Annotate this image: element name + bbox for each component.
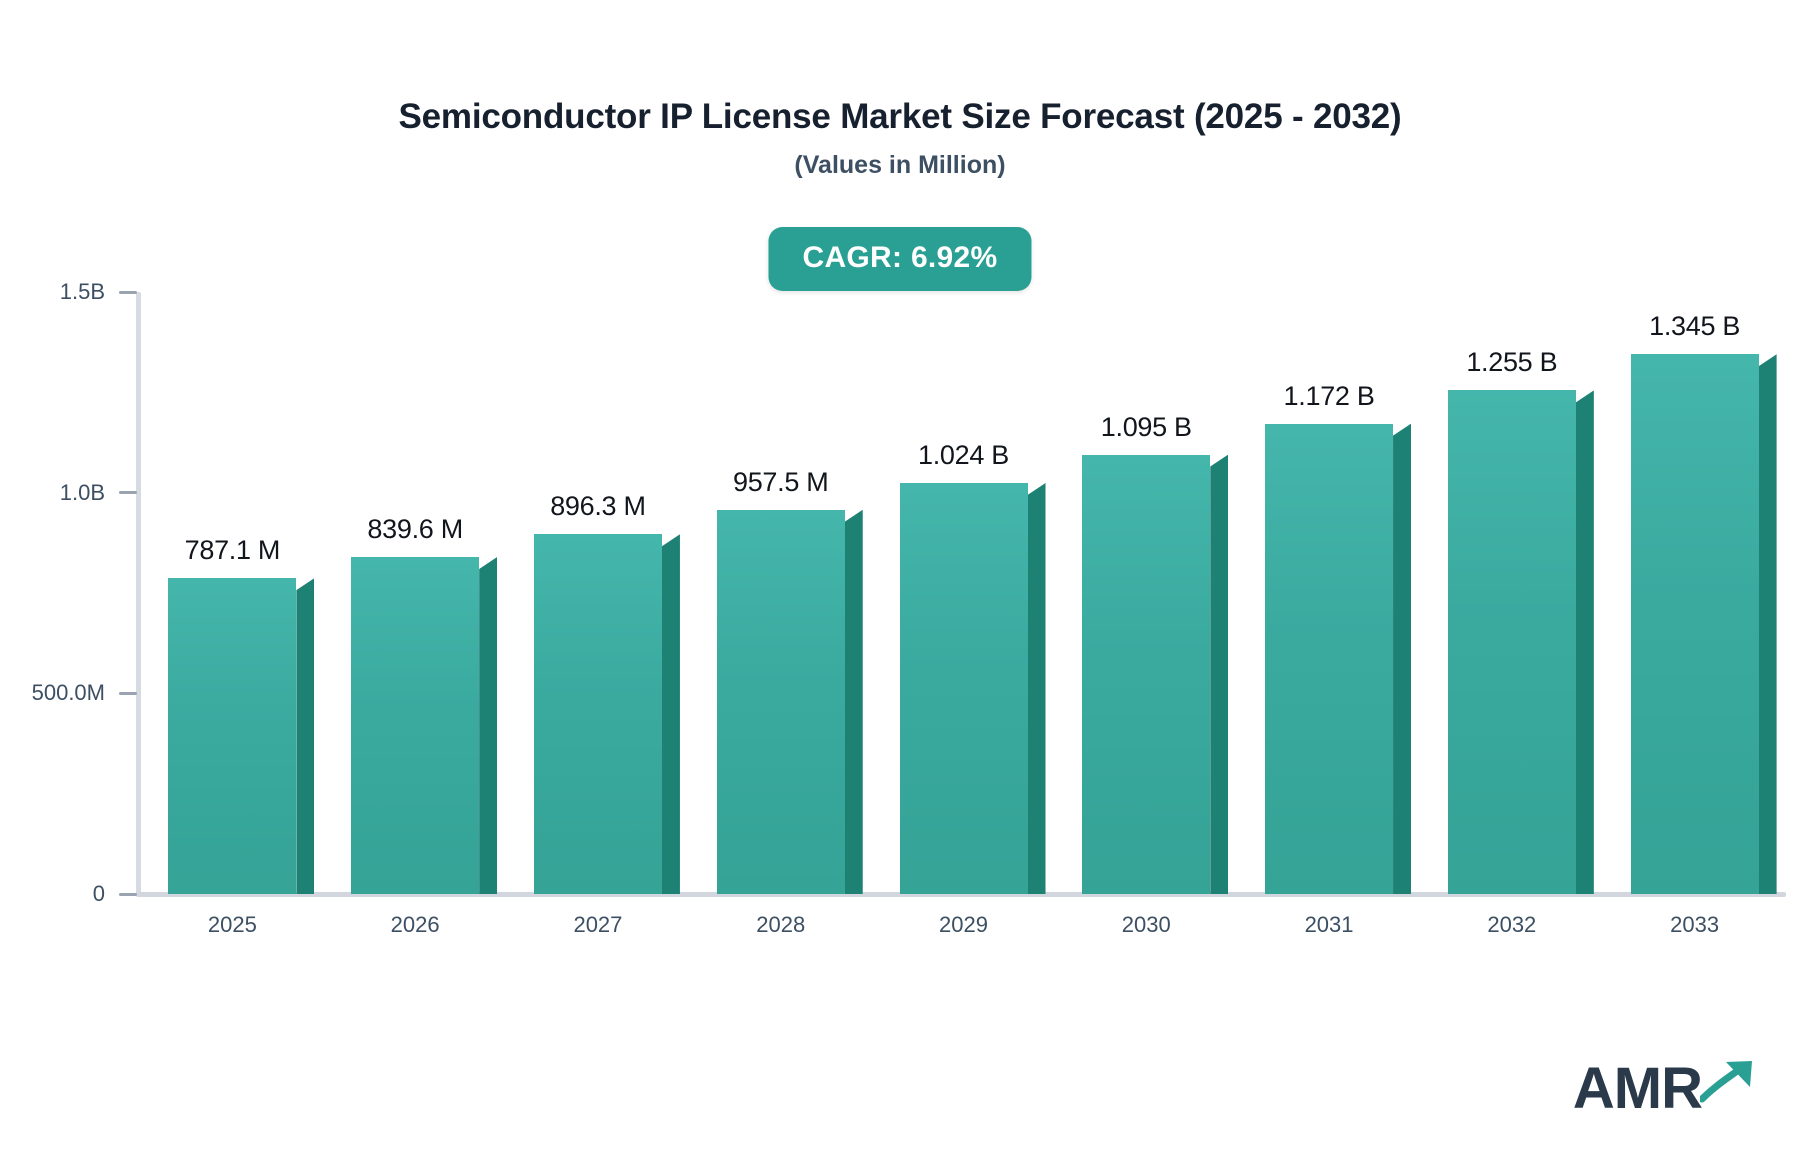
bar-front-face — [533, 534, 662, 894]
bar-value-label: 787.1 M — [184, 535, 281, 566]
bar-front-face — [1265, 423, 1394, 894]
y-axis-tick-label: 1.0B — [59, 479, 105, 505]
bar-side-face — [479, 557, 498, 894]
bar-side-face — [296, 578, 315, 894]
y-axis-tick: 500.0M — [0, 680, 137, 706]
bar-value-label: 1.255 B — [1466, 347, 1558, 378]
bar[interactable]: 1.172 B — [1265, 381, 1412, 894]
y-axis-tick-mark — [119, 290, 137, 294]
bar-value-label: 1.095 B — [1100, 411, 1192, 442]
y-axis-tick: 0 — [0, 881, 137, 906]
bar-value-label: 1.345 B — [1649, 311, 1741, 342]
x-axis-tick-label: 2028 — [756, 912, 806, 937]
bar[interactable]: 839.6 M — [351, 514, 498, 894]
y-axis-tick-mark — [119, 691, 137, 695]
cagr-badge: CAGR: 6.92% — [768, 227, 1032, 291]
bar-front-face — [168, 578, 297, 894]
bar[interactable]: 1.345 B — [1630, 311, 1777, 894]
bar-side-face — [844, 509, 863, 894]
bar-front-face — [1082, 454, 1211, 894]
y-axis-tick-label: 500.0M — [31, 680, 105, 706]
y-axis-tick-mark — [119, 892, 137, 896]
bar[interactable]: 896.3 M — [533, 491, 680, 894]
bar-side-face — [1210, 454, 1229, 894]
title-block: Semiconductor IP License Market Size For… — [0, 97, 1800, 179]
bar-side-face — [1758, 354, 1777, 894]
bar-side-face — [1393, 423, 1412, 894]
x-axis-tick-label: 2029 — [939, 912, 988, 937]
bar-front-face — [716, 509, 845, 894]
x-axis-tick-label: 2032 — [1487, 912, 1537, 937]
bar-side-face — [1575, 390, 1594, 894]
bar-front-face — [899, 483, 1028, 894]
bar-value-label: 1.172 B — [1283, 380, 1375, 411]
amr-logo: AMR — [1573, 1057, 1756, 1118]
arrow-up-right-icon — [1698, 1057, 1756, 1108]
bar-front-face — [351, 557, 480, 894]
bar-side-face — [1027, 483, 1046, 894]
x-axis-tick-label: 2025 — [207, 912, 257, 937]
x-axis-tick-label: 2030 — [1121, 912, 1171, 937]
bar[interactable]: 1.095 B — [1082, 412, 1229, 894]
bar-value-label: 957.5 M — [732, 466, 829, 497]
x-axis-tick-label: 2033 — [1670, 912, 1720, 937]
y-axis-line — [136, 292, 141, 897]
bar[interactable]: 1.255 B — [1447, 347, 1594, 894]
y-axis-tick: 1.5B — [0, 279, 137, 304]
x-axis-tick-label: 2031 — [1304, 912, 1354, 937]
y-axis-tick-mark — [119, 491, 137, 495]
bars-layer: 787.1 M 839.6 M 896.3 M 957.5 M 1.024 B 1.095… — [141, 0, 1786, 1156]
y-axis-tick-label: 1.5B — [59, 279, 105, 304]
bar-value-label: 1.024 B — [918, 440, 1009, 471]
bar-front-face — [1630, 354, 1759, 894]
y-axis-tick-label: 0 — [92, 881, 105, 906]
y-axis-tick: 1.0B — [0, 479, 137, 505]
bar-value-label: 896.3 M — [550, 491, 646, 522]
chart-subtitle: (Values in Million) — [794, 150, 1006, 179]
bar-front-face — [1447, 390, 1576, 894]
bar[interactable]: 787.1 M — [168, 535, 315, 894]
bar-value-label: 839.6 M — [367, 514, 463, 545]
x-axis-tick-label: 2027 — [573, 912, 623, 937]
page-title: Semiconductor IP License Market Size For… — [398, 97, 1402, 136]
x-axis-tick-label: 2026 — [390, 912, 440, 937]
amr-logo-text: AMR — [1572, 1056, 1703, 1121]
bar-side-face — [661, 534, 680, 894]
bar[interactable]: 1.024 B — [899, 440, 1046, 894]
bar[interactable]: 957.5 M — [716, 467, 863, 894]
x-axis-line — [136, 892, 1786, 897]
